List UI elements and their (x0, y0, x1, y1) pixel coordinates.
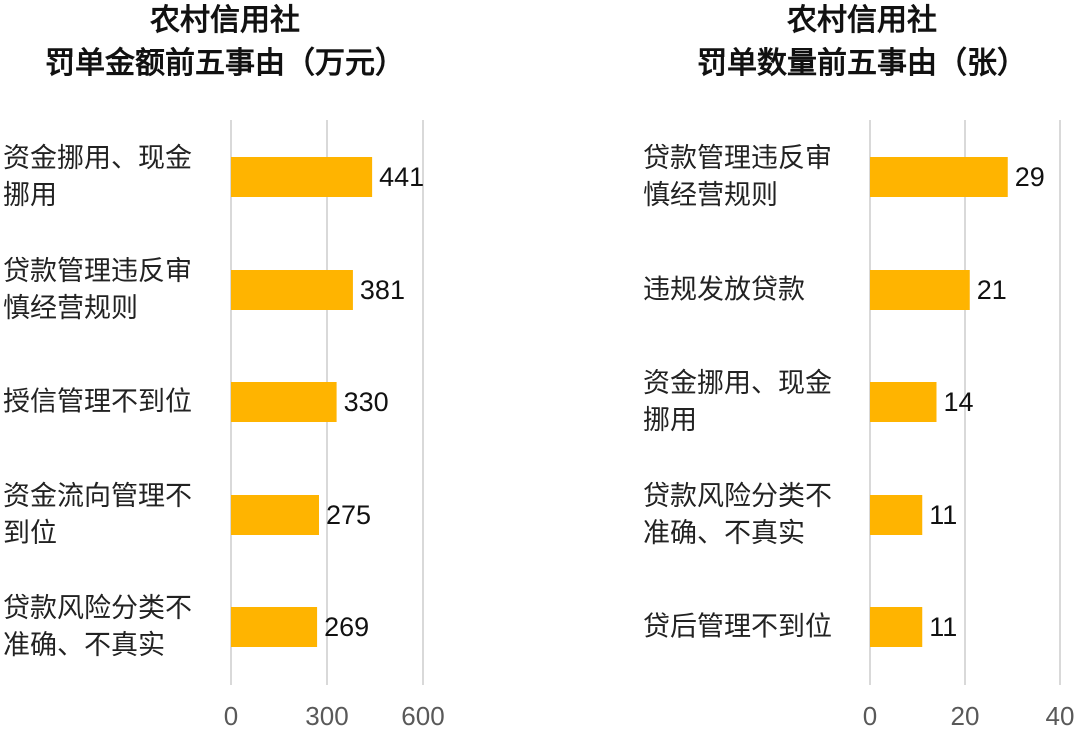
x-tick-label: 600 (401, 701, 444, 731)
category-label: 资金挪用、现金挪用 (643, 368, 832, 435)
category-label: 贷款风险分类不准确、不真实 (643, 481, 832, 548)
bar (231, 382, 337, 422)
category-label: 贷款风险分类不准确、不真实 (3, 593, 192, 660)
bar (231, 495, 319, 535)
bar (870, 270, 970, 310)
x-tick-label: 40 (1046, 701, 1075, 731)
category-label: 贷款管理违反审慎经营规则 (3, 256, 192, 323)
bar (870, 382, 937, 422)
chart-title: 农村信用社 (149, 4, 300, 37)
value-label: 381 (360, 275, 405, 305)
bar (870, 607, 923, 647)
bar (870, 495, 923, 535)
value-label: 29 (1015, 162, 1045, 192)
bar (231, 607, 318, 647)
category-label: 资金流向管理不到位 (3, 481, 192, 548)
x-tick-label: 0 (224, 701, 238, 731)
category-label: 贷款管理违反审慎经营规则 (643, 143, 832, 210)
chart-title: 农村信用社 (786, 4, 937, 37)
category-label: 贷后管理不到位 (643, 611, 832, 642)
bar (870, 157, 1008, 197)
value-label: 269 (324, 612, 369, 642)
value-label: 330 (344, 387, 389, 417)
x-tick-label: 0 (863, 701, 877, 731)
value-label: 275 (326, 500, 371, 530)
bar (231, 270, 353, 310)
value-label: 14 (944, 387, 974, 417)
x-tick-label: 20 (951, 701, 980, 731)
value-label: 11 (929, 612, 957, 642)
category-label: 授信管理不到位 (3, 386, 192, 417)
category-label: 资金挪用、现金挪用 (3, 143, 192, 210)
value-label: 21 (977, 275, 1007, 305)
category-label: 违规发放贷款 (643, 274, 805, 305)
value-label: 11 (929, 500, 957, 530)
chart-title: 罚单数量前五事由（张） (697, 46, 1027, 80)
value-label: 441 (379, 162, 424, 192)
chart-title: 罚单金额前五事由（万元） (45, 46, 405, 80)
bar (231, 157, 373, 197)
x-tick-label: 300 (305, 701, 348, 731)
